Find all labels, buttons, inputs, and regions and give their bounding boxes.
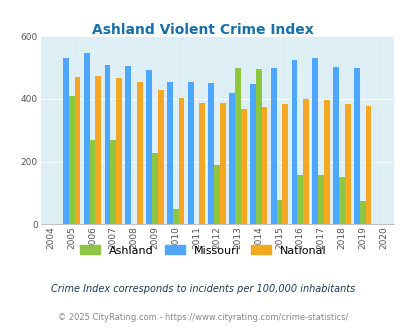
Bar: [297, 175, 303, 224]
Bar: [333, 67, 338, 224]
Bar: [178, 98, 184, 224]
Text: Crime Index corresponds to incidents per 100,000 inhabitants: Crime Index corresponds to incidents per…: [51, 284, 354, 294]
Bar: [364, 106, 371, 224]
Bar: [69, 96, 75, 224]
Bar: [276, 200, 282, 224]
Bar: [270, 68, 276, 224]
Text: © 2025 CityRating.com - https://www.cityrating.com/crime-statistics/: © 2025 CityRating.com - https://www.city…: [58, 313, 347, 322]
Bar: [136, 82, 143, 224]
Text: Ashland Violent Crime Index: Ashland Violent Crime Index: [92, 23, 313, 37]
Bar: [291, 60, 297, 224]
Bar: [95, 76, 101, 224]
Bar: [240, 109, 246, 224]
Bar: [220, 103, 225, 224]
Bar: [158, 90, 163, 224]
Bar: [146, 70, 151, 224]
Bar: [282, 104, 288, 224]
Bar: [359, 201, 364, 224]
Bar: [104, 65, 110, 224]
Bar: [125, 66, 131, 224]
Bar: [172, 209, 178, 224]
Bar: [303, 99, 308, 224]
Bar: [63, 58, 69, 224]
Bar: [110, 140, 116, 224]
Bar: [344, 104, 350, 224]
Bar: [116, 78, 122, 224]
Bar: [83, 53, 90, 224]
Bar: [199, 103, 205, 224]
Bar: [318, 175, 323, 224]
Bar: [75, 77, 80, 224]
Bar: [311, 58, 318, 224]
Bar: [208, 83, 214, 224]
Bar: [353, 68, 359, 224]
Bar: [166, 82, 172, 224]
Bar: [338, 178, 344, 224]
Bar: [323, 100, 329, 224]
Bar: [214, 165, 220, 224]
Legend: Ashland, Missouri, National: Ashland, Missouri, National: [75, 241, 330, 260]
Bar: [187, 82, 193, 224]
Bar: [249, 84, 255, 224]
Bar: [261, 107, 267, 224]
Bar: [234, 68, 240, 224]
Bar: [151, 153, 158, 224]
Bar: [90, 140, 95, 224]
Bar: [255, 69, 261, 224]
Bar: [229, 93, 234, 224]
